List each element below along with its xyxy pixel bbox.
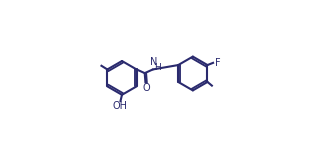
Text: N: N (150, 56, 157, 67)
Text: H: H (154, 64, 161, 72)
Text: OH: OH (113, 101, 128, 111)
Text: F: F (214, 57, 220, 68)
Text: O: O (142, 83, 150, 93)
